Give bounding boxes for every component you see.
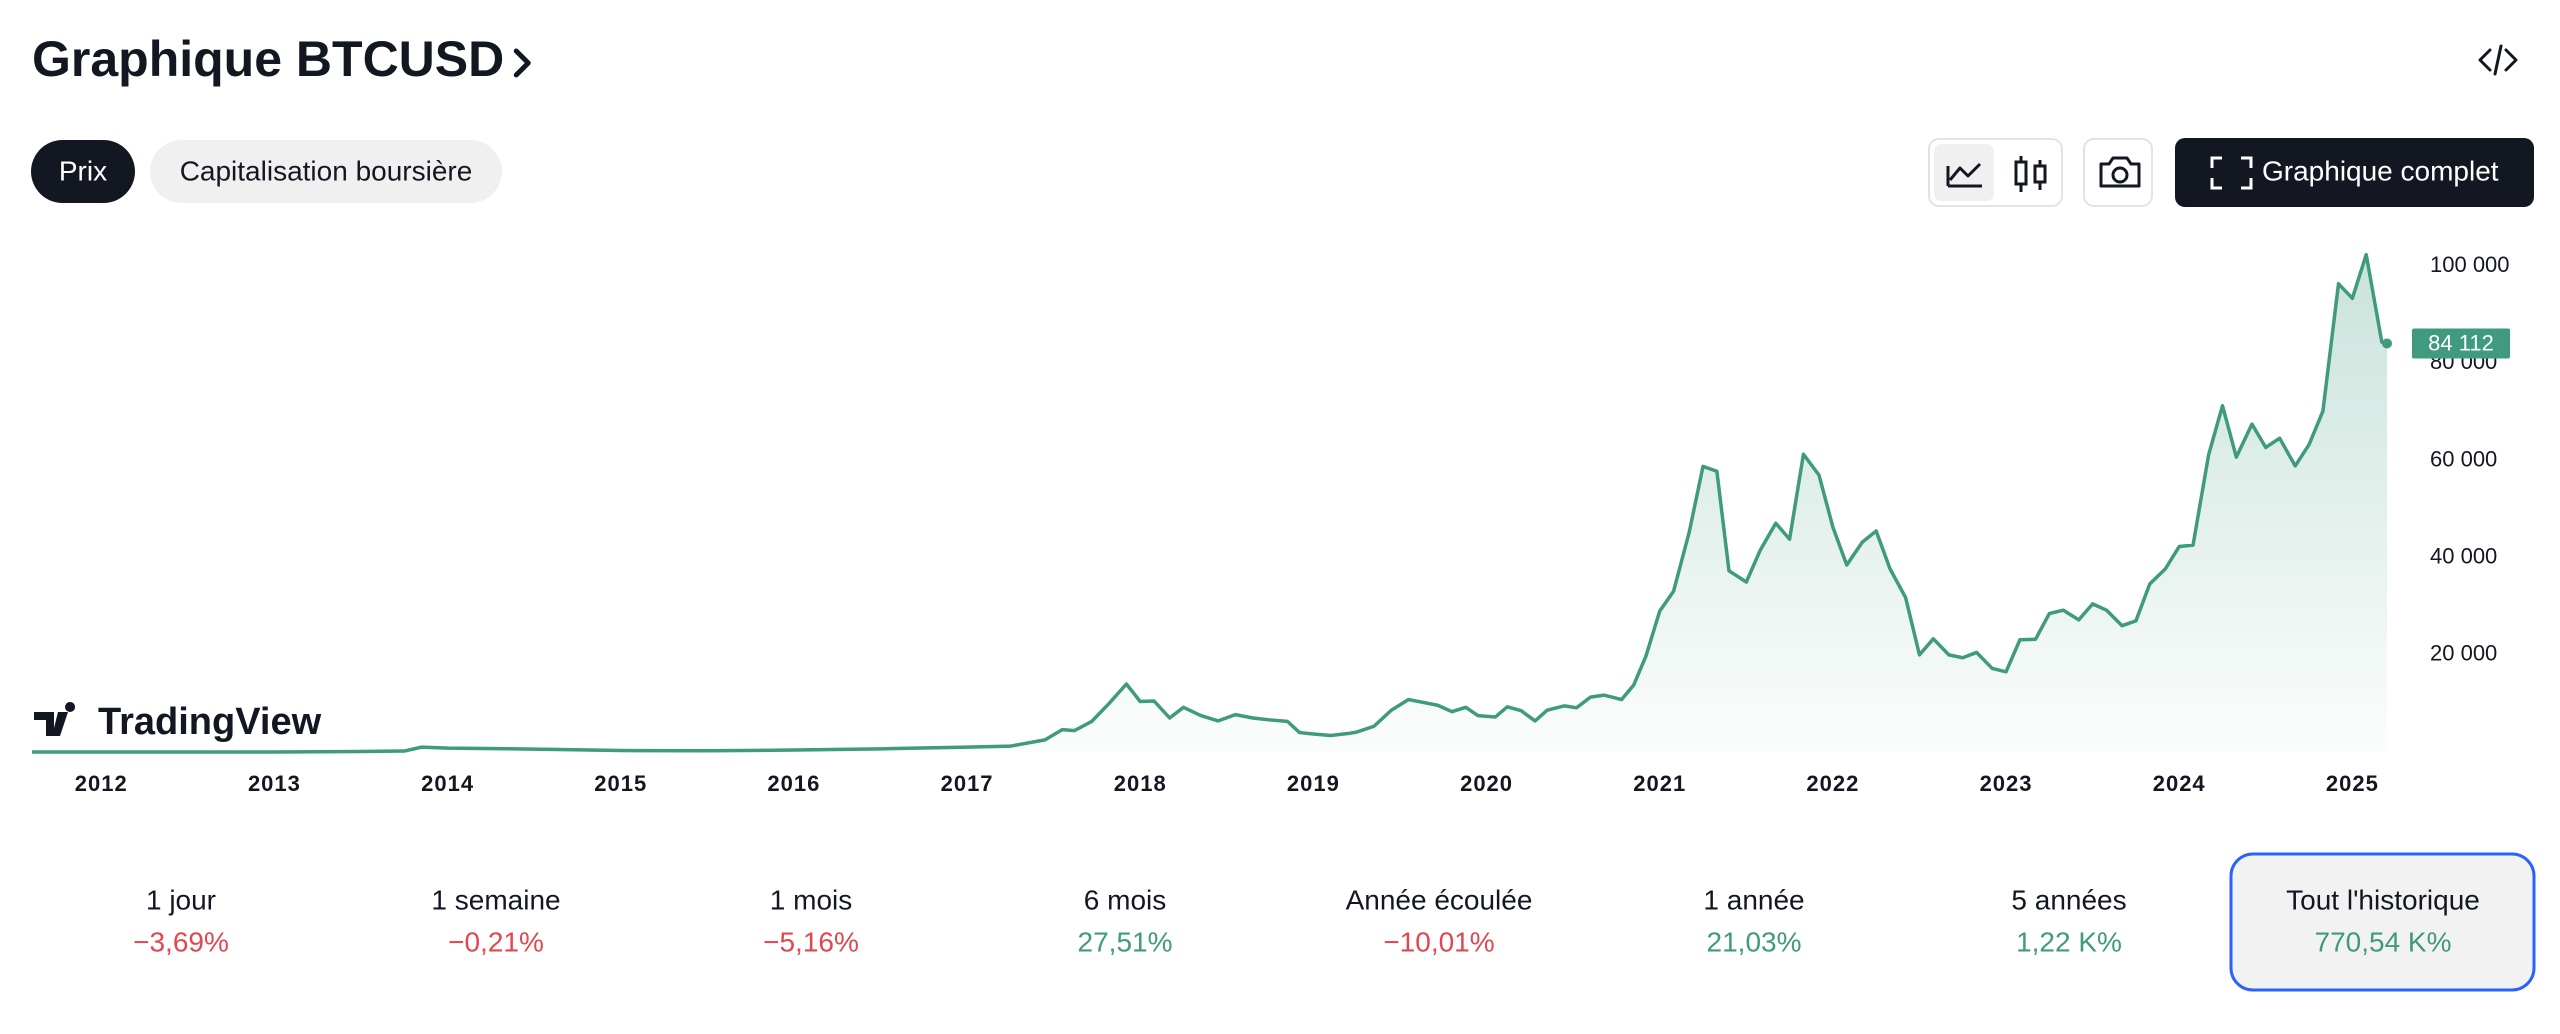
price-badge-label: 84 112 xyxy=(2428,330,2494,355)
period-change[interactable]: 770,54 K% xyxy=(2315,926,2452,957)
watermark: TradingView xyxy=(34,701,322,743)
x-tick-label: 2013 xyxy=(248,771,301,796)
period-change[interactable]: 27,51% xyxy=(1078,926,1173,957)
tabs: Prix Capitalisation boursière xyxy=(31,140,502,203)
x-tick-label: 2016 xyxy=(767,771,820,796)
tv-logo xyxy=(34,702,76,736)
x-tick-label: 2019 xyxy=(1287,771,1340,796)
period-change[interactable]: −10,01% xyxy=(1383,926,1494,957)
period-label[interactable]: 1 semaine xyxy=(431,884,560,915)
chevron-icon[interactable] xyxy=(513,48,531,78)
period-label[interactable]: 6 mois xyxy=(1084,884,1166,915)
candle-style-button[interactable] xyxy=(2014,156,2047,192)
period-label[interactable]: 1 jour xyxy=(146,884,216,915)
y-tick-label: 40 000 xyxy=(2430,544,2497,569)
area-fill xyxy=(32,254,2387,752)
x-tick-label: 2020 xyxy=(1460,771,1513,796)
period-change[interactable]: −0,21% xyxy=(448,926,544,957)
y-tick-label: 20 000 xyxy=(2430,641,2497,666)
x-tick-label: 2014 xyxy=(421,771,474,796)
y-tick-label: 60 000 xyxy=(2430,446,2497,471)
price-badge xyxy=(2412,328,2510,359)
period-row: 1 jour −3,69% 1 semaine −0,21% 1 mois −5,16% 6… xyxy=(133,852,2536,992)
period-label[interactable]: Tout l'historique xyxy=(2286,884,2480,915)
period-change[interactable]: 21,03% xyxy=(1707,926,1802,957)
tab-bg[interactable] xyxy=(150,140,502,203)
y-tick-label: 100 000 xyxy=(2430,252,2510,277)
period-label[interactable]: Année écoulée xyxy=(1346,884,1533,915)
period-change[interactable]: 1,22 K% xyxy=(2016,926,2122,957)
x-tick-label: 2015 xyxy=(594,771,647,796)
x-tick-label: 2024 xyxy=(2153,771,2206,796)
snapshot-button[interactable] xyxy=(2083,138,2153,207)
embed-icon[interactable] xyxy=(2478,44,2518,76)
period-selected[interactable] xyxy=(2229,852,2536,992)
tab[interactable]: Prix xyxy=(59,155,107,186)
fullscreen-icon xyxy=(2210,156,2253,190)
area-icon xyxy=(1946,162,1982,188)
candle-body xyxy=(2033,164,2047,184)
x-tick-label: 2017 xyxy=(941,771,994,796)
x-tick-label: 2018 xyxy=(1114,771,1167,796)
tab-bg[interactable] xyxy=(31,140,135,203)
candle-body xyxy=(2014,160,2028,186)
period-label[interactable]: 1 année xyxy=(1703,884,1804,915)
x-tick-label: 2021 xyxy=(1633,771,1686,796)
period-label[interactable]: 5 années xyxy=(2011,884,2126,915)
x-tick-label: 2023 xyxy=(1980,771,2033,796)
chart-title[interactable]: Graphique BTCUSD xyxy=(32,31,504,87)
toolbar: Graphique complet xyxy=(1928,138,2534,207)
tab[interactable]: Capitalisation boursière xyxy=(180,155,473,186)
embed-glyph xyxy=(2478,44,2518,76)
period-change[interactable]: −3,69% xyxy=(133,926,229,957)
period-label[interactable]: 1 mois xyxy=(770,884,852,915)
camera-icon xyxy=(2099,156,2141,188)
x-tick-label: 2022 xyxy=(1806,771,1859,796)
header: Graphique BTCUSD xyxy=(32,31,2518,87)
watermark-text: TradingView xyxy=(98,701,322,743)
last-point xyxy=(2382,338,2392,349)
period-change[interactable]: −5,16% xyxy=(763,926,859,957)
camera-lens xyxy=(2111,166,2129,184)
full-chart-button[interactable] xyxy=(2175,138,2534,207)
price-line xyxy=(32,252,2388,754)
x-tick-label: 2025 xyxy=(2326,771,2379,796)
x-tick-label: 2012 xyxy=(75,771,128,796)
full-chart-label[interactable]: Graphique complet xyxy=(2262,155,2499,186)
